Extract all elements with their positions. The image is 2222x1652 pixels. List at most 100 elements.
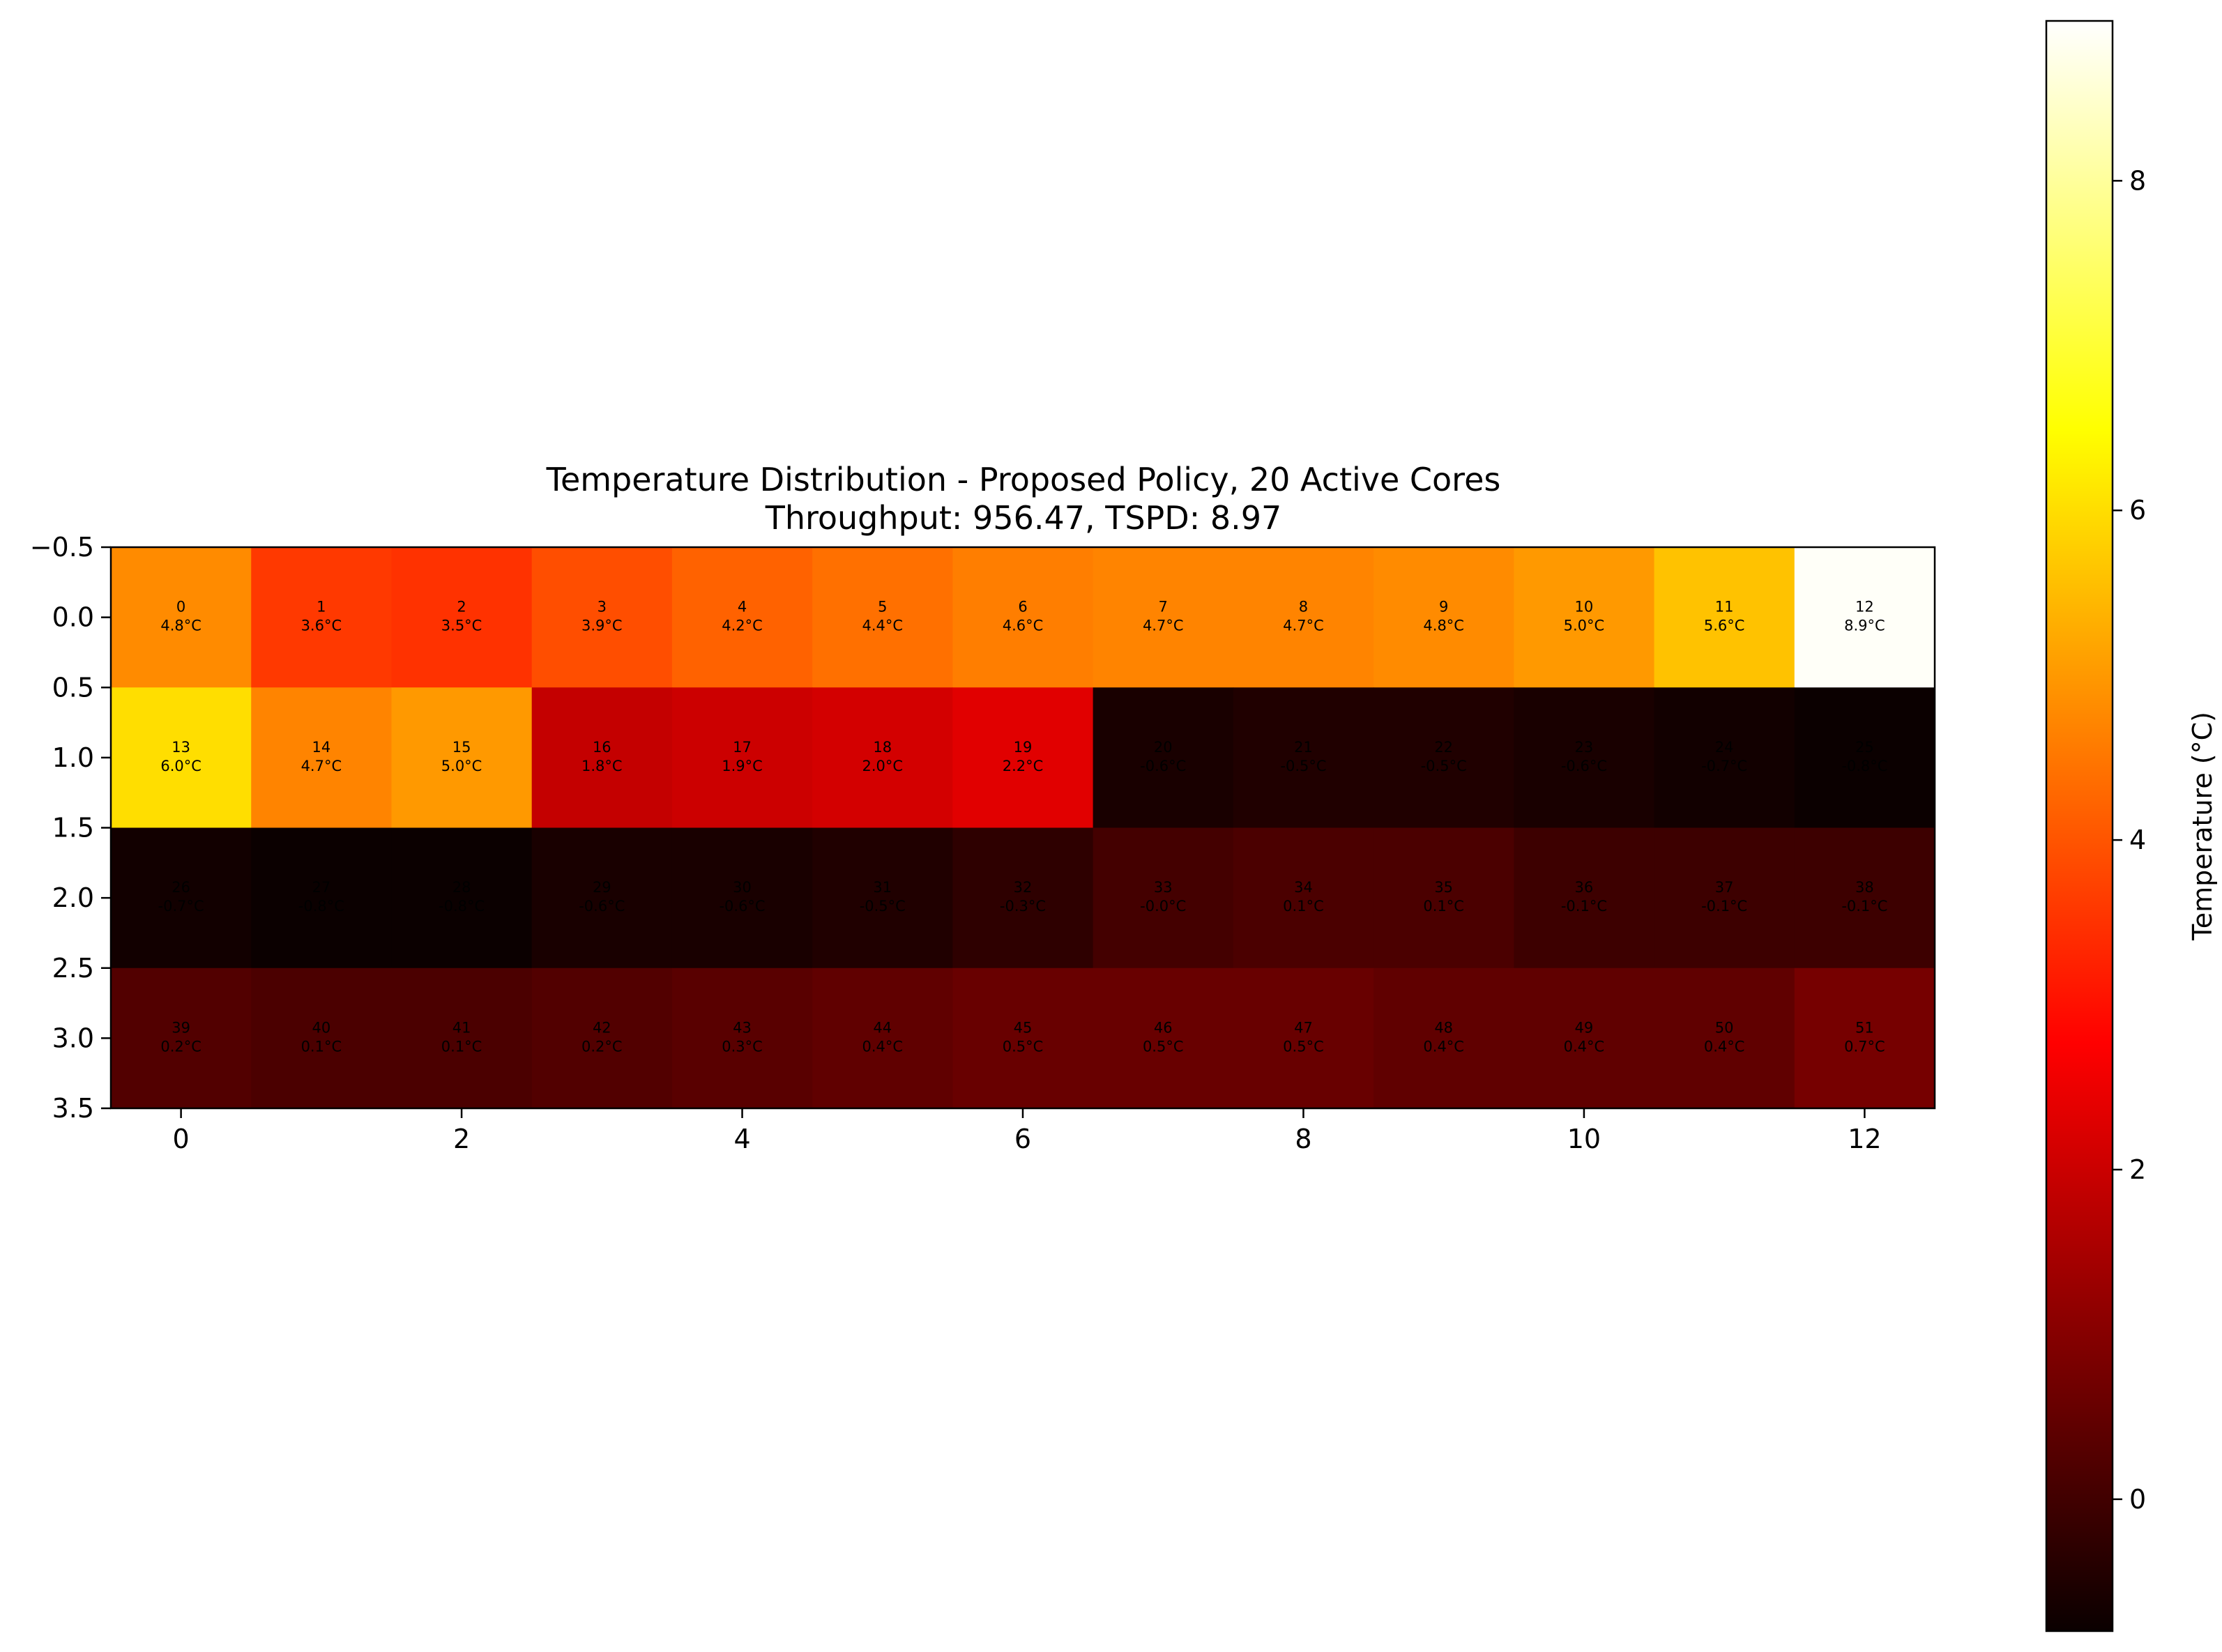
- cell-value-label: -0.6°C: [1140, 758, 1186, 774]
- heatmap-cell: [1514, 827, 1655, 969]
- heatmap-cell: [1093, 687, 1234, 828]
- cell-id-label: 11: [1715, 599, 1734, 615]
- heatmap-cell: [812, 827, 953, 969]
- heatmap-cell: [952, 687, 1094, 828]
- heatmap-cell: [1233, 968, 1374, 1109]
- cell-value-label: -0.5°C: [1280, 758, 1326, 774]
- cell-id-label: 41: [452, 1019, 471, 1036]
- cell-id-label: 4: [738, 599, 747, 615]
- heatmap-cell: [812, 687, 953, 828]
- cell-id-label: 23: [1575, 739, 1594, 756]
- heatmap-cell: [391, 687, 533, 828]
- colorbar-tick-label: 4: [2129, 825, 2146, 855]
- cell-value-label: 0.3°C: [722, 1038, 763, 1055]
- heatmap-cell: [1514, 687, 1655, 828]
- cell-id-label: 49: [1575, 1019, 1594, 1036]
- cell-value-label: 1.8°C: [581, 758, 623, 774]
- cell-id-label: 14: [312, 739, 330, 756]
- heatmap-cell: [812, 968, 953, 1109]
- cell-id-label: 26: [172, 879, 190, 896]
- chart-title: Temperature Distribution - Proposed Poli…: [546, 461, 1501, 498]
- cell-id-label: 42: [593, 1019, 611, 1036]
- cell-value-label: 4.7°C: [1283, 618, 1324, 634]
- heatmap-cell: [671, 687, 813, 828]
- cell-id-label: 47: [1294, 1019, 1313, 1036]
- cell-value-label: 5.6°C: [1704, 618, 1745, 634]
- cell-value-label: -0.5°C: [1421, 758, 1467, 774]
- heatmap-cell: [1373, 687, 1514, 828]
- y-tick-label: 0.5: [52, 672, 94, 703]
- colorbar-gradient: [2045, 20, 2114, 1632]
- cell-id-label: 35: [1434, 879, 1453, 896]
- cell-value-label: 0.4°C: [1423, 1038, 1464, 1055]
- cell-value-label: 0.4°C: [1704, 1038, 1745, 1055]
- cell-value-label: -0.8°C: [439, 898, 485, 915]
- cell-id-label: 25: [1855, 739, 1874, 756]
- cell-value-label: -0.8°C: [1841, 758, 1887, 774]
- cell-value-label: 2.0°C: [862, 758, 903, 774]
- cell-value-label: -0.5°C: [860, 898, 906, 915]
- heatmap-cell: [391, 547, 533, 688]
- cell-id-label: 30: [733, 879, 752, 896]
- cell-value-label: 4.2°C: [722, 618, 763, 634]
- y-tick-label: 3.5: [52, 1093, 94, 1124]
- cell-value-label: -0.6°C: [1561, 758, 1607, 774]
- cell-id-label: 33: [1154, 879, 1173, 896]
- cell-value-label: 0.7°C: [1844, 1038, 1885, 1055]
- heatmap-cell: [531, 827, 673, 969]
- cell-value-label: 3.9°C: [581, 618, 623, 634]
- cell-id-label: 20: [1154, 739, 1173, 756]
- cell-value-label: -0.7°C: [1701, 758, 1747, 774]
- cell-id-label: 46: [1154, 1019, 1173, 1036]
- x-axis: 0 2 4 6 8 10 12: [173, 1108, 1882, 1154]
- cell-id-label: 51: [1855, 1019, 1874, 1036]
- heatmap-cell: [812, 547, 953, 688]
- heatmap-cell: [1654, 968, 1795, 1109]
- heatmap-cell: [952, 547, 1094, 688]
- chart-subtitle: Throughput: 956.47, TSPD: 8.97: [765, 499, 1282, 537]
- cell-id-label: 29: [593, 879, 611, 896]
- colorbar-tick-label: 0: [2129, 1484, 2146, 1515]
- y-tick-label: 1.0: [52, 742, 94, 773]
- cell-value-label: 3.6°C: [301, 618, 342, 634]
- cell-id-label: 19: [1014, 739, 1033, 756]
- heatmap-cell: [1093, 827, 1234, 969]
- heatmap-cell: [1794, 827, 1935, 969]
- colorbar-tick-label: 6: [2129, 495, 2146, 526]
- cell-value-label: -0.1°C: [1701, 898, 1747, 915]
- heatmap-cell: [1654, 547, 1795, 688]
- heatmap-cell: [952, 827, 1094, 969]
- y-tick-label: 2.5: [52, 953, 94, 984]
- heatmap-cell: [391, 968, 533, 1109]
- cell-id-label: 16: [593, 739, 611, 756]
- cell-id-label: 1: [317, 599, 326, 615]
- heatmap-cell: [1233, 827, 1374, 969]
- cell-id-label: 21: [1294, 739, 1313, 756]
- x-tick-label: 12: [1848, 1124, 1881, 1154]
- cell-id-label: 38: [1855, 879, 1874, 896]
- x-tick-label: 8: [1295, 1124, 1311, 1154]
- cell-value-label: 0.5°C: [1003, 1038, 1044, 1055]
- cell-value-label: 0.4°C: [862, 1038, 903, 1055]
- cell-id-label: 17: [733, 739, 752, 756]
- cell-id-label: 45: [1014, 1019, 1033, 1036]
- cell-value-label: 4.8°C: [1423, 618, 1464, 634]
- heatmap-cell: [1794, 687, 1935, 828]
- heatmap-cell: [1514, 968, 1655, 1109]
- cell-value-label: -0.1°C: [1561, 898, 1607, 915]
- y-tick-label: −0.5: [30, 532, 94, 563]
- cell-value-label: 8.9°C: [1844, 618, 1885, 634]
- cell-value-label: -0.7°C: [158, 898, 204, 915]
- cell-id-label: 12: [1855, 599, 1874, 615]
- heatmap-cell: [111, 687, 252, 828]
- cell-id-label: 48: [1434, 1019, 1453, 1036]
- x-tick-label: 0: [173, 1124, 190, 1154]
- heatmap-cell: [1514, 547, 1655, 688]
- heatmap-cell: [1373, 827, 1514, 969]
- cell-value-label: -0.3°C: [1000, 898, 1046, 915]
- heatmap-cell: [531, 687, 673, 828]
- cell-value-label: 4.4°C: [862, 618, 903, 634]
- cell-id-label: 0: [176, 599, 185, 615]
- cell-value-label: 0.1°C: [1283, 898, 1324, 915]
- cell-id-label: 22: [1434, 739, 1453, 756]
